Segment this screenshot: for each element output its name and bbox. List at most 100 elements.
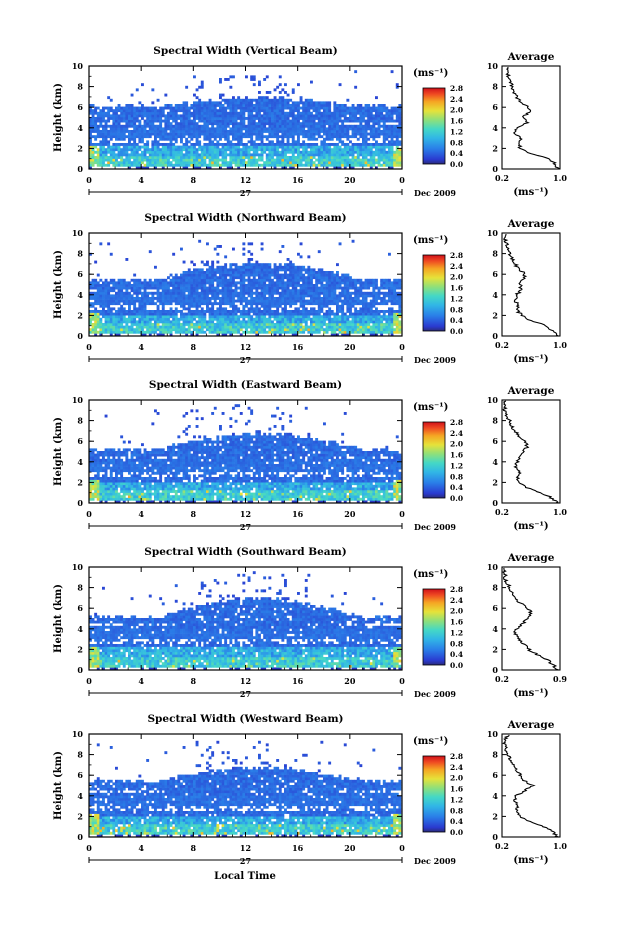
average-profile: Average 0 2 4 6 8 10 0.2 0.9 (ms⁻¹): [487, 552, 568, 699]
average-line: [505, 66, 560, 170]
colorbar-unit: (ms⁻¹): [413, 235, 448, 246]
y-tick-label: 4: [77, 457, 83, 467]
average-y-tick-label: 6: [492, 102, 498, 112]
x-tick-label: 0: [86, 509, 92, 519]
x-tick-label: 20: [344, 676, 356, 686]
average-x-tick-label: 1.0: [553, 173, 567, 183]
y-axis-label: Height (km): [53, 250, 64, 319]
y-tick-label: 0: [77, 665, 83, 675]
average-y-tick-label: 2: [492, 310, 498, 320]
average-y-tick-label: 4: [492, 791, 498, 801]
panel-3: Spectral Width (Eastward Beam)0 4 8 12 16 20 0…: [53, 379, 567, 532]
colorbar-tick-label: 2.0: [450, 273, 463, 282]
colorbar-gradient: [422, 588, 446, 666]
colorbar-tick-label: 2.0: [450, 774, 463, 783]
x-tick-label: 0: [399, 342, 405, 352]
panel-title: Spectral Width (Eastward Beam): [149, 379, 342, 391]
x-tick-label: 16: [292, 676, 304, 686]
colorbar-tick-label: 0.4: [450, 817, 463, 826]
colorbar-gradient: [422, 254, 446, 332]
panel-title: Spectral Width (Vertical Beam): [153, 45, 337, 57]
average-unit: (ms⁻¹): [513, 187, 548, 198]
y-tick-label: 2: [77, 477, 83, 487]
average-x-tick-label: 1.0: [553, 507, 567, 517]
x-tick-label: 16: [292, 509, 304, 519]
y-ticks: 0 2 4 6 8 10: [72, 395, 402, 508]
month-label: Dec 2009: [414, 188, 456, 198]
colorbar-tick-label: 1.6: [450, 117, 463, 126]
x-tick-label: 20: [344, 843, 356, 853]
colorbar-tick-label: 2.4: [450, 763, 463, 772]
x-tick-label: 8: [191, 676, 197, 686]
average-frame: [501, 399, 561, 504]
colorbar-tick-label: 1.2: [450, 628, 463, 637]
average-y-tick-label: 0: [492, 498, 498, 508]
average-y-tick-label: 6: [492, 770, 498, 780]
x-tick-label: 12: [240, 509, 251, 519]
colorbar-tick-label: 0.0: [450, 160, 463, 169]
average-y-tick-label: 2: [492, 644, 498, 654]
average-frame: [501, 733, 561, 838]
heatmap-cells: [89, 70, 402, 170]
colorbar-tick-label: 2.4: [450, 596, 463, 605]
colorbar: (ms⁻¹) 0.0 0.4 0.8 1.21.6 2.0 2.4 2.8: [413, 68, 463, 169]
x-tick-label: 4: [138, 676, 144, 686]
day-label: 27: [240, 689, 251, 699]
heatmap-cells: [89, 740, 402, 838]
average-title: Average: [507, 51, 555, 63]
heatmap-cells: [89, 571, 402, 671]
day-axis: 27 Dec 2009: [88, 188, 456, 198]
y-axis-label: Height (km): [53, 83, 64, 152]
colorbar-tick-label: 2.8: [450, 752, 463, 761]
x-tick-label: 20: [344, 175, 356, 185]
y-tick-label: 0: [77, 498, 83, 508]
y-ticks: 0 2 4 6 8 10: [72, 228, 402, 341]
y-tick-label: 8: [77, 750, 83, 760]
colorbar-tick-label: 1.2: [450, 795, 463, 804]
average-y-tick-label: 6: [492, 269, 498, 279]
panel-title: Spectral Width (Southward Beam): [144, 546, 346, 558]
x-tick-label: 8: [191, 175, 197, 185]
y-ticks: 0 2 4 6 8 10: [72, 729, 402, 842]
day-axis: 27 Dec 2009: [88, 355, 456, 365]
colorbar-tick-label: 1.6: [450, 284, 463, 293]
colorbar-gradient: [422, 87, 446, 165]
x-tick-label: 12: [240, 175, 251, 185]
colorbar-tick-label: 2.8: [450, 418, 463, 427]
x-ticks: 0 4 8 12 16 20 0: [86, 567, 405, 686]
average-x-tick-label: 0.9: [553, 674, 567, 684]
y-tick-label: 2: [77, 811, 83, 821]
x-tick-label: 0: [399, 509, 405, 519]
y-tick-label: 6: [77, 603, 83, 613]
y-tick-label: 2: [77, 143, 83, 153]
average-y-tick-label: 0: [492, 331, 498, 341]
x-ticks: 0 4 8 12 16 20 0: [86, 66, 405, 185]
y-ticks: 0 2 4 6 8 10: [72, 562, 402, 675]
y-tick-label: 4: [77, 123, 83, 133]
x-tick-label: 0: [86, 342, 92, 352]
y-axis-label: Height (km): [53, 417, 64, 486]
average-profile: Average 0 2 4 6 8 10 0.2 1.0 (ms⁻¹): [487, 218, 568, 365]
month-label: Dec 2009: [414, 355, 456, 365]
panels: Spectral Width (Vertical Beam)0 4 8 12 16 20 0…: [53, 45, 567, 866]
colorbar-unit: (ms⁻¹): [413, 736, 448, 747]
average-y-tick-label: 8: [492, 416, 498, 426]
x-tick-label: 12: [240, 843, 251, 853]
colorbar-tick-label: 0.8: [450, 138, 463, 147]
x-tick-label: 0: [86, 676, 92, 686]
colorbar-tick-label: 1.6: [450, 785, 463, 794]
y-tick-label: 8: [77, 249, 83, 259]
y-tick-label: 10: [72, 395, 84, 405]
y-tick-label: 8: [77, 416, 83, 426]
day-axis: 27 Dec 2009: [88, 522, 456, 532]
colorbar-tick-label: 0.8: [450, 639, 463, 648]
x-tick-label: 20: [344, 342, 356, 352]
panel-1: Spectral Width (Vertical Beam)0 4 8 12 16 20 0…: [53, 45, 567, 198]
colorbar: (ms⁻¹) 0.0 0.4 0.8 1.21.6 2.0 2.4 2.8: [413, 736, 463, 837]
average-x-tick-label: 0.2: [495, 507, 509, 517]
average-y-tick-label: 6: [492, 436, 498, 446]
colorbar-tick-label: 1.2: [450, 127, 463, 136]
y-tick-label: 8: [77, 82, 83, 92]
colorbar-tick-label: 2.4: [450, 262, 463, 271]
y-tick-label: 10: [72, 729, 84, 739]
